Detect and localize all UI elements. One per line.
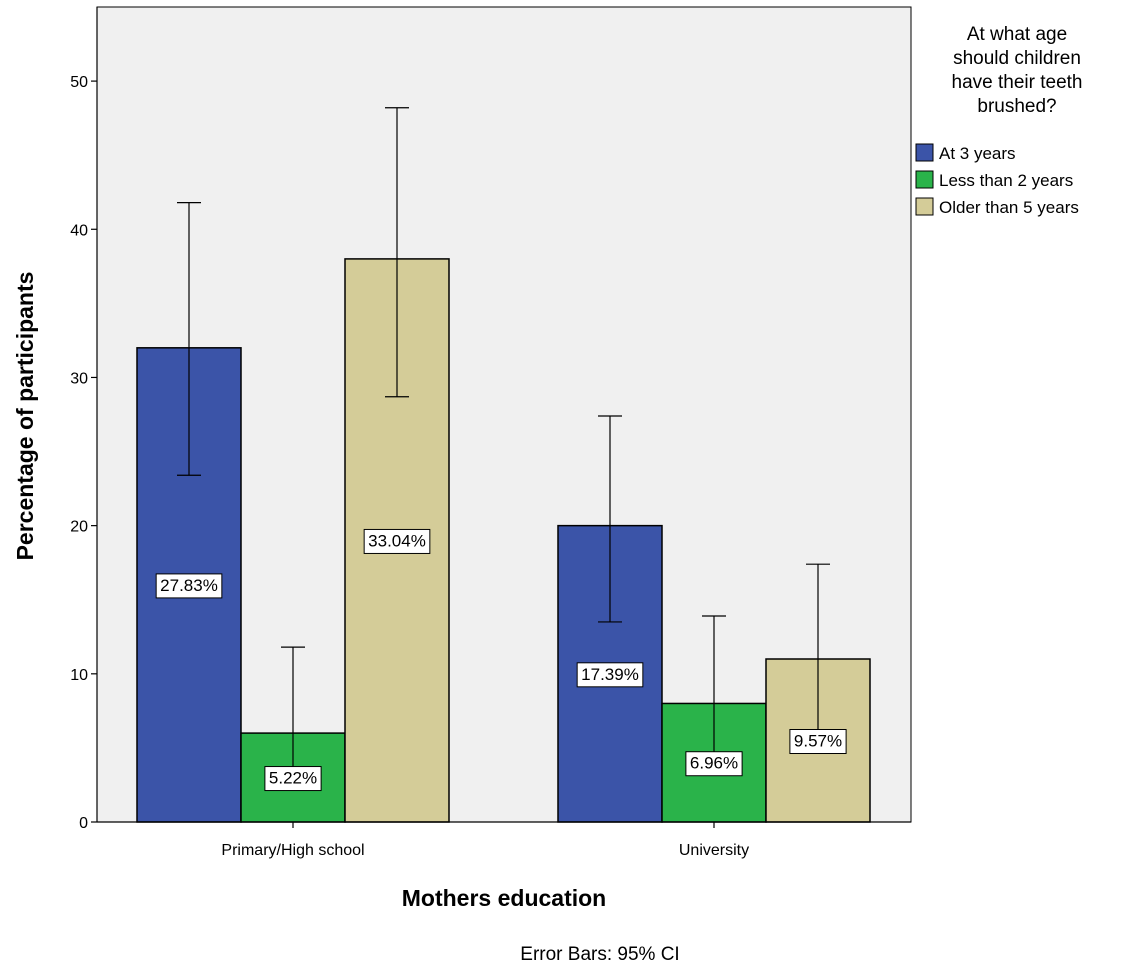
- data-label: 6.96%: [690, 754, 738, 773]
- error-bars-footnote: Error Bars: 95% CI: [520, 944, 679, 965]
- data-label: 9.57%: [794, 732, 842, 751]
- data-label: 33.04%: [368, 531, 426, 550]
- y-tick-label: 20: [70, 519, 88, 536]
- data-label-box: [155, 573, 223, 599]
- x-axis-title: Mothers education: [402, 885, 606, 911]
- data-label-box: [363, 528, 431, 554]
- data-label: 17.39%: [581, 665, 639, 684]
- legend-swatch: [915, 143, 934, 162]
- x-tick-label: University: [679, 842, 749, 859]
- legend-title-line: brushed?: [977, 96, 1056, 117]
- data-label-box: [264, 766, 322, 792]
- x-tick-label: Primary/High school: [221, 842, 364, 859]
- legend-title-line: At what age: [967, 24, 1067, 45]
- legend-label: Older than 5 years: [939, 198, 1079, 217]
- y-axis-title: Percentage of participants: [12, 272, 38, 561]
- y-tick-label: 50: [70, 74, 88, 91]
- legend-label: Less than 2 years: [939, 171, 1073, 190]
- data-label-box: [685, 751, 743, 777]
- legend-swatch: [915, 197, 934, 216]
- legend-label: At 3 years: [939, 144, 1016, 163]
- y-tick-label: 30: [70, 370, 88, 387]
- legend-title-line: have their teeth: [952, 72, 1083, 93]
- legend-title-line: should children: [953, 48, 1081, 69]
- y-tick-label: 0: [79, 815, 88, 832]
- y-tick-label: 10: [70, 667, 88, 684]
- data-label-box: [576, 662, 644, 688]
- data-label-box: [789, 729, 847, 754]
- data-label: 5.22%: [269, 769, 317, 788]
- y-tick-label: 40: [70, 222, 88, 239]
- legend-swatch: [915, 170, 934, 189]
- data-label: 27.83%: [160, 576, 218, 595]
